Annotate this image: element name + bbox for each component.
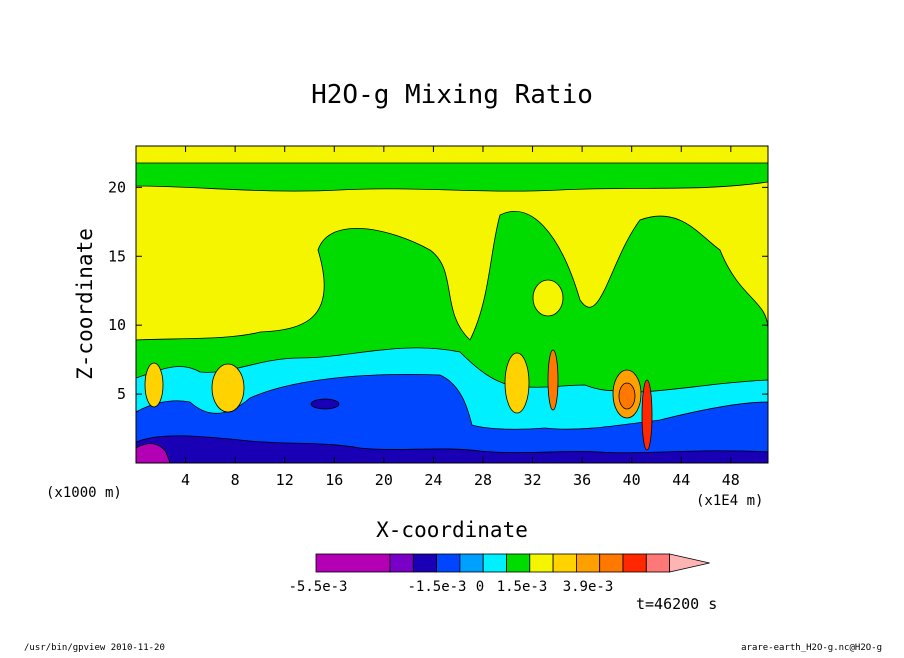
upper-green-band [136, 162, 768, 192]
x-axis: 4 8 12 16 20 24 28 32 36 40 44 48 [181, 146, 740, 489]
x-unit-right: (x1E4 m) [696, 493, 763, 509]
y-axis-title: Z-coordinate [73, 228, 97, 380]
x-tick-label: 24 [424, 471, 442, 489]
colorbar-labels: -5.5e-3 -1.5e-3 0 1.5e-3 3.9e-3 [288, 579, 613, 595]
colorbar [315, 553, 710, 573]
colorbar-label: -1.5e-3 [407, 579, 466, 595]
y-tick-label: 15 [108, 247, 126, 265]
colorbar-label: 3.9e-3 [563, 579, 614, 595]
x-tick-label: 28 [474, 471, 492, 489]
colorbar-swatch [482, 553, 507, 573]
x-tick-label: 8 [231, 471, 240, 489]
orange-cell-2 [618, 382, 636, 410]
colorbar-swatch [645, 553, 670, 573]
x-tick-label: 4 [181, 471, 190, 489]
y-tick-label: 10 [108, 316, 126, 334]
yellow-bulge [532, 279, 564, 317]
plot-frame [135, 145, 769, 464]
time-label: t=46200 s [636, 595, 717, 613]
colorbar-swatch [599, 553, 624, 573]
x-tick-label: 32 [524, 471, 542, 489]
yellow-cell-1 [144, 362, 164, 408]
x-tick-label: 16 [325, 471, 343, 489]
colorbar-swatch [412, 553, 437, 573]
x-tick-label: 44 [672, 471, 690, 489]
colorbar-swatch [529, 553, 554, 573]
colorbar-swatch [389, 553, 414, 573]
colorbar-label: 1.5e-3 [497, 579, 548, 595]
colorbar-arrow [669, 553, 710, 573]
navy-blob [310, 398, 340, 410]
footer-right: arare-earth_H2O-g.nc@H2O-g [741, 643, 882, 653]
y-axis: 5 10 15 20 [108, 178, 768, 403]
colorbar-label: 0 [476, 579, 484, 595]
x-tick-label: 20 [375, 471, 393, 489]
y-tick-label: 20 [108, 178, 126, 196]
yellow-cell-3 [504, 352, 530, 414]
x-tick-label: 48 [722, 471, 740, 489]
red-column [641, 379, 653, 451]
x-tick-label: 40 [623, 471, 641, 489]
colorbar-swatch [552, 553, 577, 573]
x-axis-title: X-coordinate [376, 518, 528, 542]
chart-title: H2O-g Mixing Ratio [311, 80, 593, 110]
y-tick-label: 5 [117, 385, 126, 403]
colorbar-swatch [506, 553, 531, 573]
colorbar-label: -5.5e-3 [288, 579, 347, 595]
footer-left: /usr/bin/gpview 2010-11-20 [24, 643, 165, 653]
colorbar-swatch [622, 553, 647, 573]
colorbar-swatch [315, 553, 391, 573]
magenta-patch [136, 443, 171, 463]
blue-layer [136, 373, 768, 463]
colorbar-swatch [459, 553, 484, 573]
colorbar-swatch [576, 553, 601, 573]
x-tick-label: 36 [573, 471, 591, 489]
x-unit-left: (x1000 m) [46, 485, 122, 501]
colorbar-swatch [436, 553, 461, 573]
navy-layer [136, 435, 768, 463]
x-tick-label: 12 [276, 471, 294, 489]
heatmap-field [136, 146, 768, 463]
orange-column [547, 349, 559, 411]
yellow-cell-2 [211, 363, 245, 413]
